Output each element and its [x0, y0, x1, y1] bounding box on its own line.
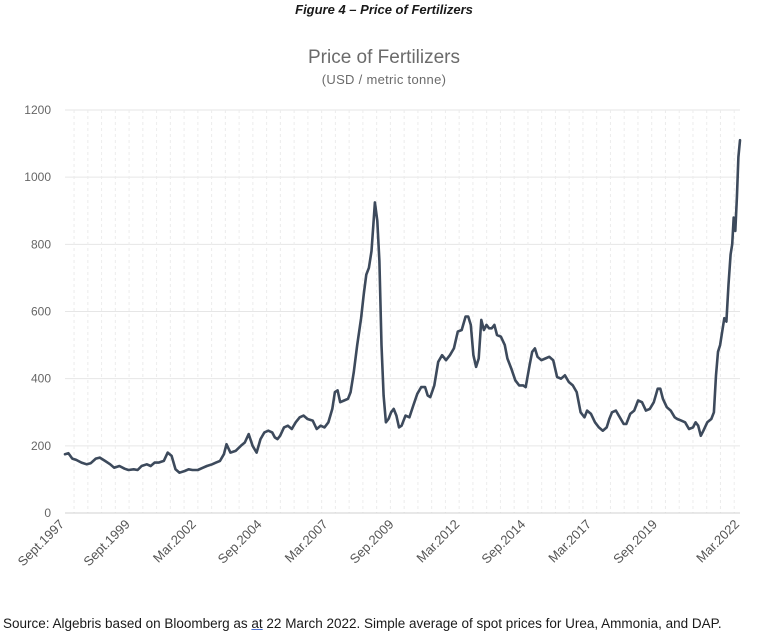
y-tick-labels: 0 200 400 600 800 1000 1200: [24, 103, 51, 520]
x-tick-label: Sep.2019: [610, 517, 660, 567]
x-tick-label: Mar.2017: [545, 517, 594, 566]
x-tick-label: Mar.2002: [150, 517, 199, 566]
source-text-link[interactable]: at: [251, 616, 263, 631]
y-tick-label: 400: [31, 372, 51, 386]
y-tick-label: 200: [31, 439, 51, 453]
x-tick-label: Sep.2014: [478, 517, 528, 567]
figure-caption: Figure 4 – Price of Fertilizers: [295, 2, 473, 17]
source-note: Source: Algebris based on Bloomberg as a…: [3, 616, 722, 631]
x-tick-label: Sep.2004: [215, 517, 265, 567]
y-tick-label: 600: [31, 305, 51, 319]
grid-layer: [65, 109, 740, 513]
x-tick-label: Mar.2022: [693, 517, 742, 566]
x-tick-label: Mar.2012: [413, 517, 462, 566]
y-tick-label: 1000: [24, 170, 51, 184]
chart-title: Price of Fertilizers: [307, 47, 461, 68]
source-text-2: 22 March 2022. Simple average of spot pr…: [262, 616, 722, 631]
y-tick-label: 1200: [24, 103, 51, 117]
x-tick-label: Sept.1997: [15, 517, 68, 570]
price-line-chart: 0 200 400 600 800 1000 1200 Sept.1997 Sept.1999…: [15, 103, 743, 570]
source-text-1: Source: Algebris based on Bloomberg as: [3, 616, 252, 631]
x-tick-labels: Sept.1997 Sept.1999 Mar.2002 Sep.2004 Mar.20…: [15, 517, 743, 570]
chart-subtitle: (USD / metric tonne): [321, 72, 447, 87]
x-tick-label: Mar.2007: [282, 517, 331, 566]
y-tick-label: 0: [44, 506, 51, 520]
series-line-fertilizer-price: [63, 138, 742, 474]
y-tick-label: 800: [31, 237, 51, 251]
x-tick-label: Sept.1999: [80, 517, 133, 570]
x-tick-label: Sep.2009: [347, 517, 397, 567]
